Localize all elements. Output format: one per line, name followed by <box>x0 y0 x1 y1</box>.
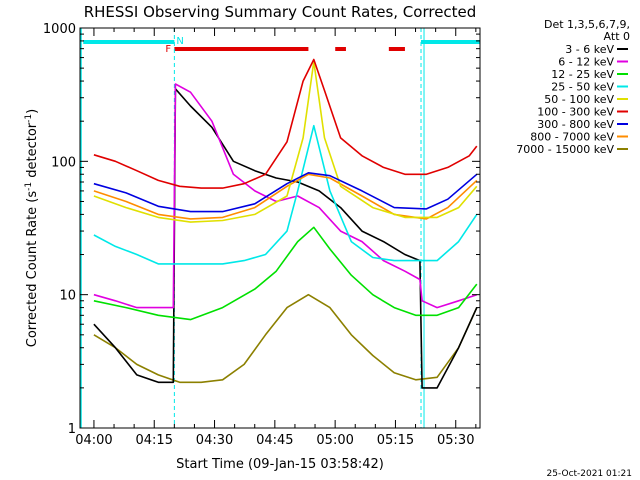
y-tick-label: 10 <box>59 289 76 304</box>
x-tick-label: 04:00 <box>75 433 112 448</box>
legend-header-line-2: Att 0 <box>604 30 630 43</box>
night-flag-label: N <box>176 36 183 47</box>
legend-entry-label: 3 - 6 keV <box>565 43 614 56</box>
chart-title: RHESSI Observing Summary Count Rates, Co… <box>84 3 477 21</box>
timestamp: 25-Oct-2021 01:21 <box>547 469 632 479</box>
legend-entry-label: 12 - 25 keV <box>551 68 614 81</box>
axes: 1 10 100 1000 04:00 04:15 04:30 04:45 05:00 05:15… <box>43 22 480 448</box>
y-axis-label: Corrected Count Rate (s-1 detector-1) <box>24 109 40 347</box>
series-line-3-6-kev <box>93 88 478 389</box>
y-tick-label: 1000 <box>43 22 76 37</box>
series-line-6-12-kev <box>93 83 478 309</box>
flare-flag-bar <box>174 47 309 51</box>
x-tick-label: 05:30 <box>437 433 474 448</box>
y-tick-label: 1 <box>68 422 76 437</box>
legend-entry-label: 50 - 100 keV <box>544 93 614 106</box>
plot-area: NF <box>80 28 480 428</box>
x-tick-label: 04:45 <box>256 433 293 448</box>
legend-header-line-1: Det 1,3,5,6,7,9, <box>544 18 630 31</box>
plot-frame <box>79 27 481 429</box>
series-line-7000-15000-kev <box>93 293 478 384</box>
flare-flag-label: F <box>165 44 171 55</box>
legend-entry-label: 6 - 12 keV <box>558 56 614 69</box>
legend-entry-label: 7000 - 15000 keV <box>516 143 614 156</box>
flare-flag-bar <box>335 47 346 51</box>
legend-entry-label: 25 - 50 keV <box>551 81 614 94</box>
legend-entry-label: 100 - 300 keV <box>537 106 614 119</box>
series-line-300-800-kev <box>93 172 478 213</box>
y-tick-label: 100 <box>51 155 76 170</box>
x-tick-label: 05:15 <box>377 433 414 448</box>
legend-entry-label: 300 - 800 keV <box>537 118 614 131</box>
night-flag-bar <box>83 40 175 44</box>
series-line-50-100-kev <box>93 60 478 223</box>
series-line-25-50-kev <box>93 124 478 265</box>
series-line-12-25-kev <box>93 226 478 321</box>
night-flag-bar <box>421 40 480 44</box>
x-tick-label: 05:00 <box>316 433 353 448</box>
x-axis-label: Start Time (09-Jan-15 03:58:42) <box>176 457 384 472</box>
x-tick-label: 04:30 <box>196 433 233 448</box>
flare-flag-bar <box>388 47 405 51</box>
series-line-100-300-kev <box>93 58 478 189</box>
x-tick-label: 04:15 <box>136 433 173 448</box>
legend-entry-label: 800 - 7000 keV <box>530 131 614 144</box>
